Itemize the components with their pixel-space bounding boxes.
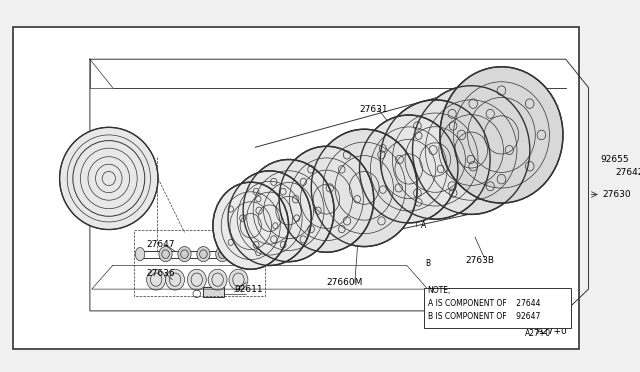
Text: 92655: 92655 xyxy=(601,155,629,164)
Text: 27636: 27636 xyxy=(147,269,175,278)
Text: A27+0: A27+0 xyxy=(525,329,551,338)
Ellipse shape xyxy=(413,212,420,220)
Text: 27660M: 27660M xyxy=(433,204,470,213)
Ellipse shape xyxy=(166,269,184,290)
Ellipse shape xyxy=(135,247,145,261)
Text: A: A xyxy=(421,221,426,230)
Text: 27635: 27635 xyxy=(348,159,377,168)
Ellipse shape xyxy=(311,129,417,247)
Text: 2763B: 2763B xyxy=(465,256,495,265)
Text: B: B xyxy=(425,161,430,171)
Text: 92611: 92611 xyxy=(235,285,263,294)
Bar xyxy=(424,288,570,328)
Ellipse shape xyxy=(196,247,210,262)
Text: 27641: 27641 xyxy=(244,199,273,208)
Ellipse shape xyxy=(518,90,532,109)
Ellipse shape xyxy=(147,269,166,290)
Ellipse shape xyxy=(159,247,172,262)
Ellipse shape xyxy=(208,269,227,290)
Ellipse shape xyxy=(380,100,490,219)
Text: 27660M: 27660M xyxy=(326,278,363,287)
Ellipse shape xyxy=(178,247,191,262)
Text: 27642: 27642 xyxy=(615,168,640,177)
Text: 92725: 92725 xyxy=(532,136,560,145)
Text: A27+0: A27+0 xyxy=(538,327,568,336)
Text: A: A xyxy=(340,149,345,158)
Text: NOTE;: NOTE; xyxy=(428,286,451,295)
Text: 27647: 27647 xyxy=(147,240,175,249)
Ellipse shape xyxy=(279,146,374,252)
Ellipse shape xyxy=(255,247,265,261)
Ellipse shape xyxy=(360,115,458,223)
Ellipse shape xyxy=(60,127,158,230)
Ellipse shape xyxy=(413,86,530,214)
Ellipse shape xyxy=(213,182,289,269)
Text: 27630: 27630 xyxy=(603,190,631,199)
Text: B: B xyxy=(305,164,310,173)
Ellipse shape xyxy=(188,269,206,290)
Ellipse shape xyxy=(216,247,229,262)
Ellipse shape xyxy=(440,67,563,203)
Bar xyxy=(530,84,541,95)
Text: 27631: 27631 xyxy=(360,105,388,114)
Text: B: B xyxy=(425,259,430,268)
Ellipse shape xyxy=(340,158,350,169)
Text: B IS COMPONENT OF    92647: B IS COMPONENT OF 92647 xyxy=(428,312,540,321)
Ellipse shape xyxy=(235,247,248,262)
Text: 27633: 27633 xyxy=(68,145,97,154)
Bar xyxy=(204,287,224,297)
Ellipse shape xyxy=(243,160,334,262)
Text: A: A xyxy=(546,147,552,157)
Text: A: A xyxy=(340,164,345,173)
Ellipse shape xyxy=(229,269,248,290)
Text: A IS COMPONENT OF    27644: A IS COMPONENT OF 27644 xyxy=(428,299,540,308)
Ellipse shape xyxy=(228,171,311,266)
Text: A: A xyxy=(421,190,426,199)
Text: A: A xyxy=(267,204,272,213)
Text: 92715: 92715 xyxy=(310,190,339,199)
